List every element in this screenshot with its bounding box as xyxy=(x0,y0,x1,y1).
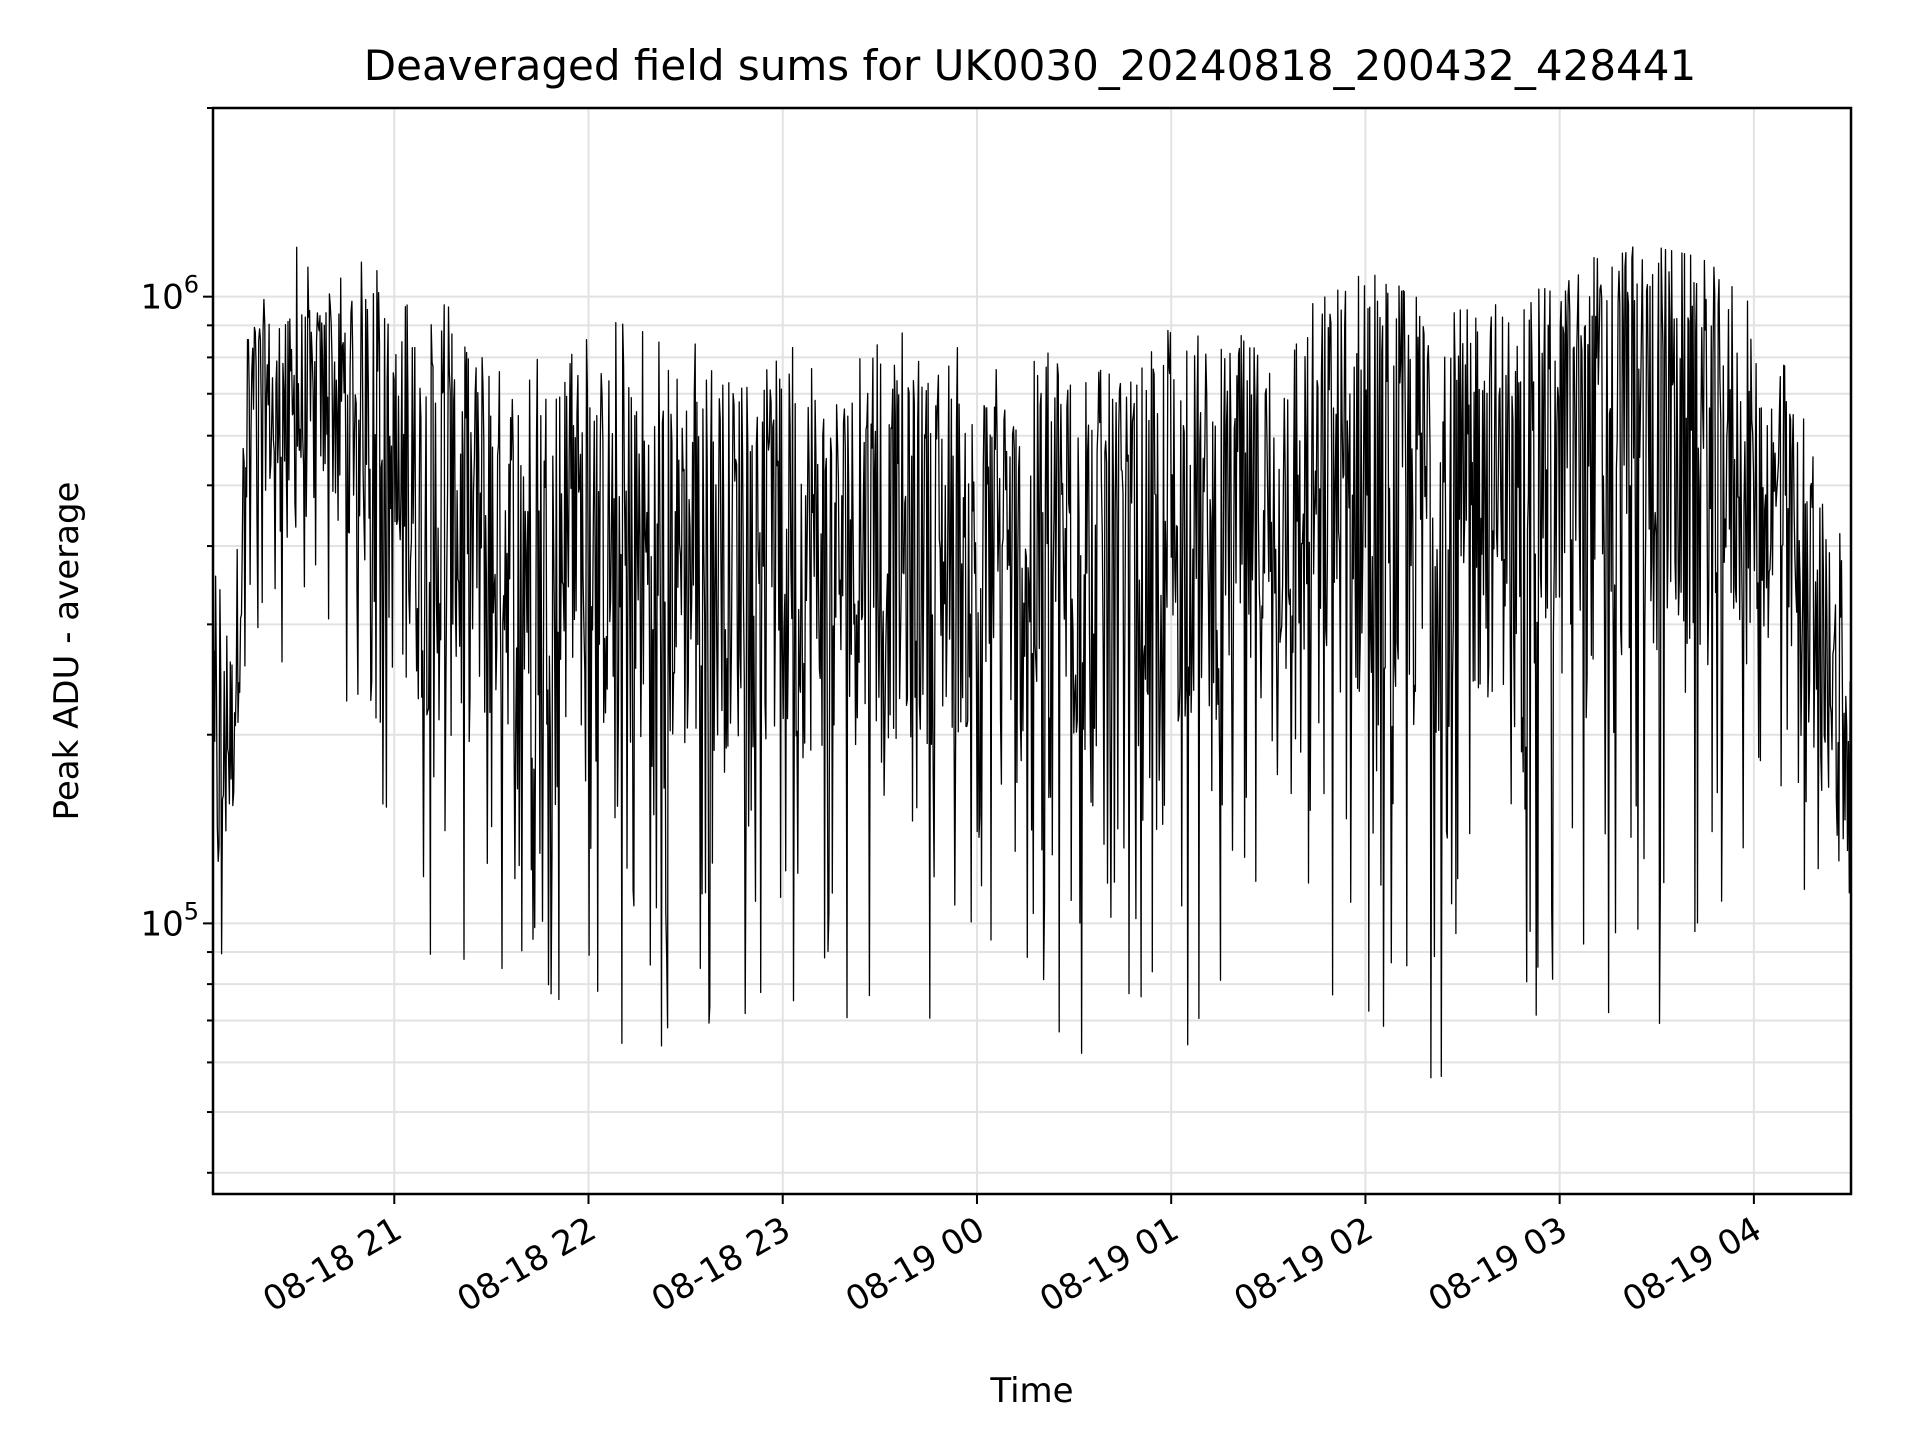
y-tick-label: 106 xyxy=(140,271,199,318)
x-tick-label: 08-19 03 xyxy=(1422,1209,1574,1320)
x-tick-label: 08-18 22 xyxy=(451,1209,603,1320)
y-axis-label: Peak ADU - average xyxy=(47,482,87,821)
x-tick-layer: 08-18 21 08-18 22 08-18 23 08-19 00 08-19 01… xyxy=(256,1194,1768,1320)
x-tick-label: 08-19 04 xyxy=(1616,1209,1768,1320)
x-tick-label: 08-18 23 xyxy=(645,1209,797,1320)
data-layer xyxy=(212,246,1852,1079)
x-tick-label: 08-18 21 xyxy=(256,1209,408,1320)
plot-frame xyxy=(211,106,1853,1196)
y-tick-label: 105 xyxy=(140,897,199,944)
x-tick-label: 08-19 01 xyxy=(1033,1209,1185,1320)
x-axis-label: Time xyxy=(989,1371,1073,1411)
grid-layer xyxy=(213,107,1851,1194)
x-tick-label: 08-19 02 xyxy=(1228,1209,1380,1320)
chart-title: Deaveraged field sums for UK0030_2024081… xyxy=(364,41,1696,90)
series-line xyxy=(212,246,1852,1079)
x-tick-label: 08-19 00 xyxy=(839,1209,991,1320)
y-tick-layer: 105 106 xyxy=(140,107,213,1174)
